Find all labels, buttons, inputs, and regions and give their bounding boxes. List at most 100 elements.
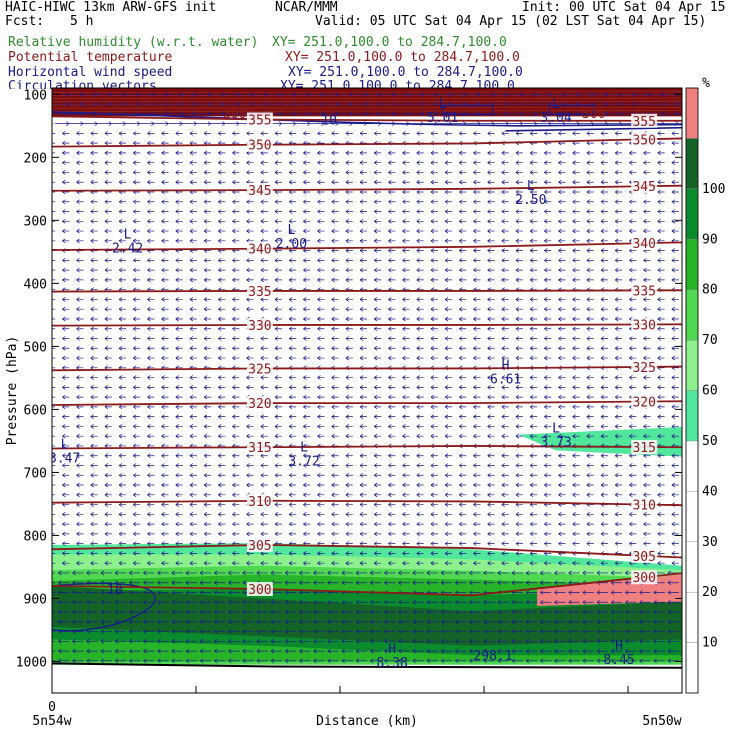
wind-vector: [76, 306, 84, 312]
wind-vector: [345, 482, 353, 488]
wind-vector: [593, 92, 608, 97]
colorbar-swatch: [685, 289, 699, 341]
wind-vector: [62, 140, 70, 146]
wind-vector: [515, 541, 523, 546]
wind-vector: [629, 355, 637, 361]
wind-vector: [246, 482, 254, 488]
wind-vector: [398, 629, 410, 634]
wind-vector: [381, 101, 396, 107]
wind-vector: [529, 131, 538, 136]
wind-vector: [412, 599, 424, 605]
wind-vector: [274, 355, 282, 361]
wind-vector: [185, 570, 197, 576]
wind-vector: [501, 385, 509, 390]
wind-vector: [52, 543, 56, 544]
wind-vector: [487, 414, 495, 419]
wind-vector: [629, 209, 637, 214]
wind-vector: [175, 482, 183, 488]
wind-vector: [147, 326, 155, 332]
wind-vector: [199, 629, 212, 634]
wind-vector: [189, 541, 197, 546]
wind-vector: [232, 472, 240, 478]
wind-vector: [317, 170, 325, 175]
wind-vector: [586, 179, 594, 185]
wind-vector: [540, 648, 552, 654]
wind-vector: [388, 131, 396, 136]
wind-vector: [459, 238, 467, 244]
wind-vector: [133, 297, 141, 302]
wind-vector: [175, 463, 183, 468]
wind-vector: [104, 326, 112, 332]
wind-vector: [402, 267, 410, 273]
wind-vector: [232, 258, 240, 263]
wind-vector: [469, 609, 481, 615]
wind-vector: [76, 345, 84, 351]
wind-vector: [487, 189, 495, 195]
wind-vector: [402, 277, 410, 283]
theta-label-bg: [246, 493, 273, 508]
wind-vector: [62, 345, 70, 351]
wind-vector: [388, 512, 396, 517]
colorbar-label: 10: [702, 636, 718, 651]
wind-vector: [572, 472, 580, 478]
wind-vector: [161, 306, 169, 312]
extremum-type: H: [388, 642, 396, 657]
wind-vector: [473, 131, 481, 136]
wind-vector: [327, 639, 339, 644]
wind-vector: [62, 218, 70, 224]
wind-vector: [317, 209, 325, 214]
wind-vector: [62, 512, 70, 517]
wind-vector: [657, 463, 665, 468]
wind-vector: [444, 502, 453, 507]
wind-vector: [76, 424, 84, 429]
wind-vector: [614, 433, 623, 439]
wind-vector: [104, 336, 112, 341]
wind-vector: [650, 101, 665, 107]
wind-vector: [671, 297, 679, 302]
wind-vector: [76, 482, 84, 488]
wind-vector: [359, 492, 367, 498]
wind-vector: [614, 150, 623, 156]
wind-vector: [76, 375, 84, 380]
wind-vector: [430, 189, 438, 195]
wind-vector: [430, 414, 438, 419]
theta-stack-line: [52, 91, 682, 93]
wind-vector: [203, 453, 212, 459]
wind-vector: [203, 258, 212, 263]
wind-vector: [402, 551, 410, 556]
rh-band-5: [52, 585, 682, 646]
wind-vector: [369, 570, 382, 576]
wind-vector: [373, 492, 382, 498]
wind-vector: [199, 590, 212, 595]
wind-vector: [147, 433, 155, 439]
wind-vector: [324, 101, 339, 107]
wind-vector: [629, 492, 637, 498]
wind-vector: [246, 258, 254, 263]
wind-vector: [544, 424, 552, 429]
wind-vector: [487, 472, 495, 478]
wind-vector: [129, 570, 141, 576]
wind-vector: [398, 658, 410, 664]
wind-vector: [473, 394, 481, 400]
contour-label: 298.1: [473, 649, 512, 664]
theta-label: 300: [248, 583, 271, 598]
wind-vector: [511, 619, 523, 625]
wind-vector: [359, 375, 367, 380]
wind-vector: [345, 218, 353, 224]
wind-vector: [303, 150, 311, 156]
wind-vector: [232, 560, 240, 566]
wind-vector: [459, 463, 467, 468]
wind-vector: [118, 453, 127, 459]
wind-vector: [614, 385, 623, 390]
wind-vector: [90, 512, 98, 517]
wind-vector: [260, 345, 268, 351]
wind-vector: [639, 648, 651, 654]
wind-vector: [232, 414, 240, 419]
wind-vector: [657, 345, 665, 351]
wind-vector: [614, 179, 623, 185]
wind-vector: [657, 209, 665, 214]
wind-vector: [52, 650, 56, 652]
wind-vector: [622, 92, 637, 97]
extremum-type: L: [552, 97, 560, 112]
wind-vector: [494, 92, 509, 97]
